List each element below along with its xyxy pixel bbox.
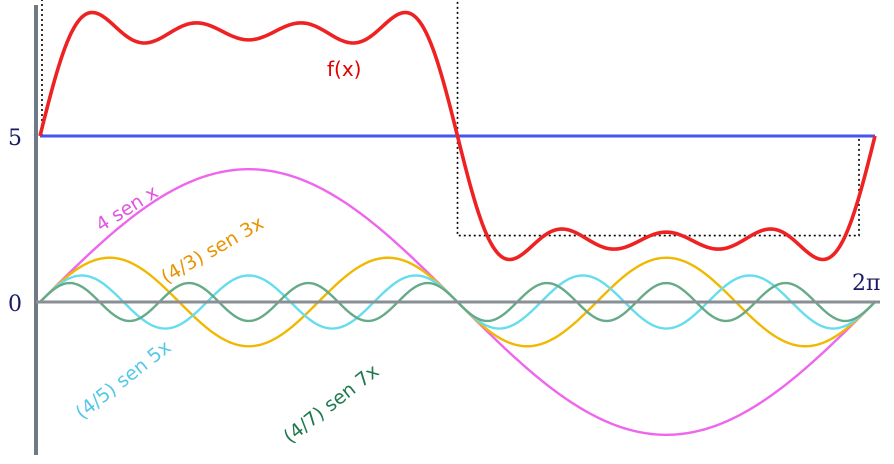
sin1-label: 4 sen x — [92, 181, 162, 236]
square-wave-outline — [41, 0, 860, 237]
y-tick-label-0: 0 — [8, 292, 22, 317]
fx-label: f(x) — [327, 57, 361, 81]
axes — [34, 5, 880, 455]
y-tick-label-5: 5 — [8, 126, 22, 151]
sin3-label: (4/3) sen 3x — [158, 212, 268, 288]
sin7-label: (4/7) sen 7x — [280, 360, 384, 448]
square-wave-path — [41, 0, 860, 237]
sin5-label: (4/5) sen 5x — [72, 336, 176, 424]
fx-curve-group — [38, 10, 877, 262]
fx-curve — [38, 10, 877, 262]
x-end-label: 2π — [852, 271, 880, 296]
